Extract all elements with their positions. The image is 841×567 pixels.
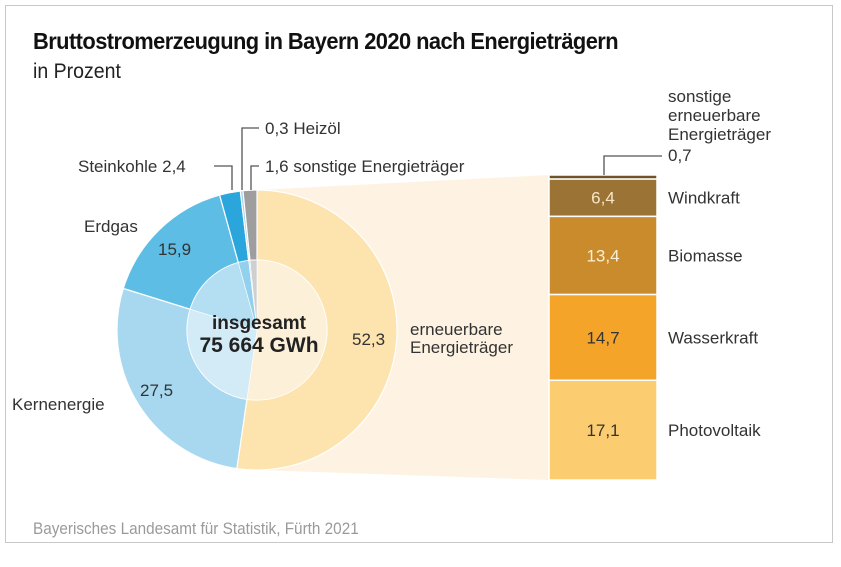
bar-value-windkraft: 6,4 <box>591 189 615 208</box>
bar-segment-photovoltaik <box>548 379 658 481</box>
bar-label-wasserkraft: Wasserkraft <box>668 328 758 347</box>
value-label-erdgas: 15,9 <box>158 240 191 259</box>
center-label-total: insgesamt <box>212 313 307 334</box>
bar-label-photovoltaik: Photovoltaik <box>668 421 761 440</box>
center-label-gwh: 75 664 GWh <box>199 334 318 357</box>
leader-sonstige <box>250 165 259 190</box>
bar-value-wasserkraft: 14,7 <box>586 328 619 347</box>
bar-value-photovoltaik: 17,1 <box>586 421 619 440</box>
leader-heizoel <box>241 127 259 190</box>
label-sonstige: 1,6 sonstige Energieträger <box>265 157 465 176</box>
value-label-kernenergie: 27,5 <box>140 381 173 400</box>
chart-subtitle: in Prozent <box>33 60 121 83</box>
label-sonstige-erneuerbare-value: 0,7 <box>668 146 692 165</box>
value-label-erneuerbare: 52,3 <box>352 330 385 349</box>
label-sonstige-erneuerbare-line2: erneuerbare <box>668 106 761 125</box>
bar-segment-windkraft <box>548 178 658 218</box>
bar-label-windkraft: Windkraft <box>668 189 740 208</box>
bar-label-biomasse: Biomasse <box>668 246 743 265</box>
leader-sonstige-erneuerbare <box>603 155 662 175</box>
label-sonstige-erneuerbare-line1: sonstige <box>668 87 731 106</box>
pie-inner-sonstige-energietr-ger <box>249 259 258 331</box>
label-erdgas: Erdgas <box>84 217 138 236</box>
label-steinkohle: Steinkohle 2,4 <box>78 157 186 176</box>
bar-segment-biomasse <box>548 215 658 296</box>
label-kernenergie: Kernenergie <box>12 395 105 414</box>
bar-segment-wasserkraft <box>548 293 658 382</box>
leader-steinkohle <box>214 165 233 190</box>
label-heizoel: 0,3 Heizöl <box>265 119 341 138</box>
label-sonstige-erneuerbare-line3: Energieträger <box>668 125 771 144</box>
source-note: Bayerisches Landesamt für Statistik, Für… <box>33 519 359 538</box>
label-erneuerbare-line1: erneuerbare <box>410 320 503 339</box>
label-erneuerbare-line2: Energieträger <box>410 338 513 357</box>
chart-title: Bruttostromerzeugung in Bayern 2020 nach… <box>33 28 619 54</box>
bar-value-biomasse: 13,4 <box>586 246 619 265</box>
chart-frame <box>5 5 833 543</box>
